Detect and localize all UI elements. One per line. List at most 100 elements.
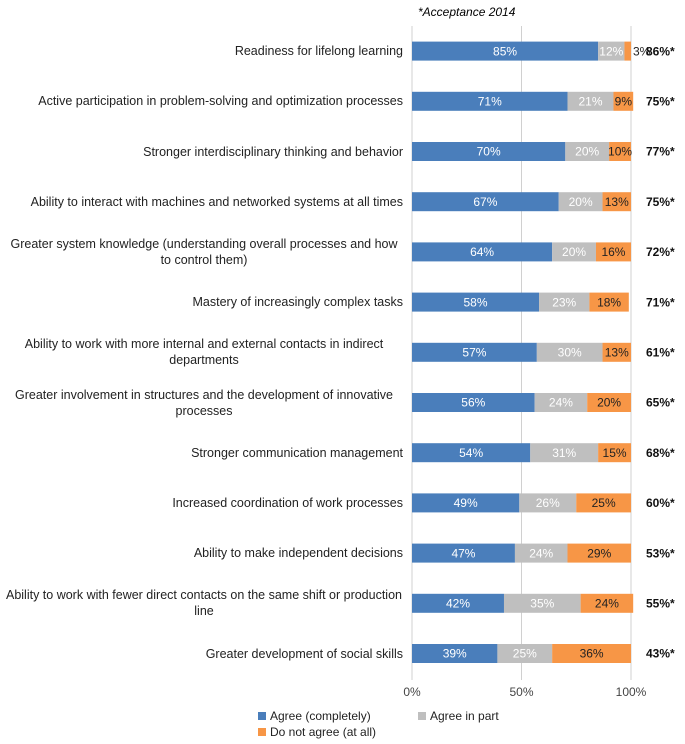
category-label: Ability to make independent decisions — [0, 533, 403, 573]
value-label: 64% — [470, 245, 494, 259]
bar-segment — [539, 292, 590, 312]
bar-segment — [503, 593, 581, 613]
bar-segment — [567, 543, 631, 563]
bar-segment — [412, 593, 504, 613]
category-text: Ability to work with more internal and e… — [24, 337, 384, 368]
value-label: 67% — [473, 195, 497, 209]
category-text: Ability to interact with machines and ne… — [30, 194, 403, 209]
category-label: Increased coordination of work processes — [0, 483, 403, 523]
value-label: 9% — [615, 94, 633, 108]
value-label: 42% — [446, 596, 470, 610]
category-label: Greater development of social skills — [0, 634, 403, 674]
acceptance-label: 75%* — [646, 94, 675, 108]
acceptance-label: 43%* — [646, 647, 675, 661]
bar-segment — [587, 393, 631, 412]
category-text: Active participation in problem-solving … — [38, 94, 403, 109]
acceptance-label: 86%* — [646, 44, 675, 58]
category-text: Greater system knowledge (understanding … — [10, 236, 398, 267]
value-label: 26% — [536, 496, 560, 510]
bar-segment — [519, 493, 577, 513]
value-label: 70% — [477, 145, 501, 159]
bar-segment — [624, 41, 631, 61]
bar-segment — [613, 91, 634, 111]
value-label: 3% — [633, 44, 651, 58]
bar-segment — [602, 192, 631, 212]
bar-segment — [412, 543, 515, 563]
bar-segment — [589, 292, 629, 312]
category-label: Greater involvement in structures and th… — [0, 383, 403, 423]
bar-segment — [412, 41, 599, 61]
value-label: 35% — [530, 596, 554, 610]
bar-segment — [497, 644, 553, 663]
category-label: Mastery of increasingly complex tasks — [0, 282, 404, 322]
value-label: 20% — [569, 195, 593, 209]
bar-segment — [412, 393, 535, 412]
value-label: 24% — [595, 596, 619, 610]
bar-segment — [598, 443, 631, 463]
value-label: 15% — [603, 446, 627, 460]
category-text: Greater involvement in structures and th… — [15, 387, 393, 418]
value-label: 20% — [575, 145, 599, 159]
value-label: 23% — [552, 295, 576, 309]
bar-segment — [552, 242, 596, 262]
value-label: 20% — [562, 245, 586, 259]
bar-segment — [412, 242, 553, 262]
value-label: 29% — [587, 546, 611, 560]
category-label: Ability to work with fewer direct contac… — [0, 583, 403, 623]
category-label: Greater system knowledge (understanding … — [0, 232, 403, 272]
value-label: 31% — [552, 446, 576, 460]
acceptance-label: 77%* — [646, 145, 675, 159]
bar-segment — [565, 142, 610, 161]
bar-segment — [412, 443, 531, 463]
annotation: *Acceptance 2014 — [418, 5, 516, 19]
acceptance-label: 75%* — [646, 195, 675, 209]
value-label: 25% — [513, 647, 537, 661]
value-label: 13% — [605, 345, 629, 359]
category-label: Readiness for lifelong learning — [0, 31, 403, 71]
category-text: Greater development of social skills — [205, 646, 403, 661]
value-label: 47% — [451, 546, 475, 560]
acceptance-label: 68%* — [646, 446, 675, 460]
bar-segment — [534, 393, 588, 412]
category-label: Active participation in problem-solving … — [0, 81, 403, 121]
category-text: Stronger communication management — [191, 445, 403, 460]
value-label: 54% — [459, 446, 483, 460]
acceptance-label: 72%* — [646, 245, 675, 259]
legend-swatch — [258, 728, 266, 736]
value-label: 24% — [529, 546, 553, 560]
value-label: 56% — [461, 396, 485, 410]
value-label: 12% — [599, 44, 623, 58]
legend-label: Do not agree (at all) — [270, 725, 376, 739]
bar-segment — [609, 142, 631, 161]
acceptance-label: 71%* — [646, 295, 675, 309]
bar-segment — [412, 342, 537, 362]
category-label: Ability to interact with machines and ne… — [0, 182, 403, 222]
category-text: Ability to work with fewer direct contac… — [5, 588, 402, 619]
category-text: Increased coordination of work processes — [172, 495, 403, 510]
bar-segment — [602, 342, 631, 362]
acceptance-label: 65%* — [646, 396, 675, 410]
value-label: 21% — [578, 94, 602, 108]
value-label: 10% — [608, 145, 632, 159]
value-label: 49% — [454, 496, 478, 510]
value-label: 18% — [597, 295, 621, 309]
category-text: Mastery of increasingly complex tasks — [192, 295, 404, 310]
value-label: 57% — [462, 345, 486, 359]
bar-segment — [412, 91, 568, 111]
bar-segment — [412, 192, 559, 212]
category-text: Stronger interdisciplinary thinking and … — [143, 144, 403, 159]
legend-swatch — [258, 712, 266, 720]
value-label: 25% — [592, 496, 616, 510]
value-label: 71% — [478, 94, 502, 108]
bar-segment — [580, 593, 634, 613]
bar-segment — [558, 192, 603, 212]
category-label: Stronger communication management — [0, 433, 403, 473]
legend-label: Agree (completely) — [270, 709, 371, 723]
bar-segment — [536, 342, 603, 362]
value-label: 30% — [558, 345, 582, 359]
x-tick-label: 50% — [509, 685, 533, 699]
acceptance-label: 61%* — [646, 345, 675, 359]
bar-segment — [514, 543, 568, 563]
